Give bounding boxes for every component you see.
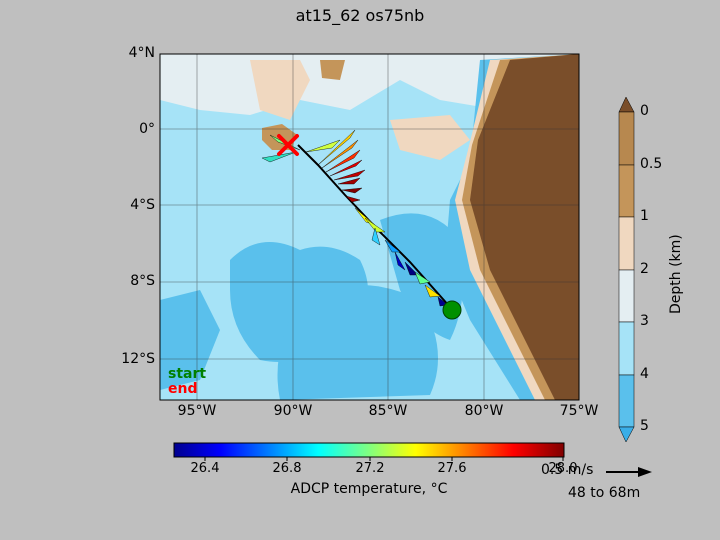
temperature-colorbar xyxy=(173,442,565,458)
ocean-4-5km-patch xyxy=(160,290,220,390)
map-frame xyxy=(159,53,580,401)
end-legend-label: end xyxy=(168,381,198,397)
depth-tick: 1 xyxy=(640,208,649,224)
lon-tick-label: 95°W xyxy=(177,403,217,419)
depth-tick: 0.5 xyxy=(640,156,663,172)
bathymetry-map xyxy=(160,54,579,400)
velocity-arrows xyxy=(261,129,449,307)
depth-colorbar xyxy=(618,96,635,443)
colorbar-tick: 28.0 xyxy=(548,461,578,476)
lon-tick-label: 90°W xyxy=(273,403,313,419)
ocean-4-5km-patch xyxy=(277,285,438,400)
velocity-scale-label: 0.5 m/s xyxy=(541,462,594,478)
colorbar-tick: 26.8 xyxy=(272,461,302,476)
scale-arrow xyxy=(606,467,652,477)
lat-tick-label: 4°N xyxy=(128,45,155,61)
depth-tick: 3 xyxy=(640,313,649,329)
chart-title: at15_62 os75nb xyxy=(295,6,425,25)
end-marker xyxy=(277,134,299,156)
shelf-1-2km xyxy=(250,60,310,120)
depth-range-label: 48 to 68m xyxy=(568,485,641,501)
lon-tick-label: 80°W xyxy=(464,403,504,419)
ship-track xyxy=(297,144,451,308)
land xyxy=(470,54,579,400)
map-grid xyxy=(160,54,579,400)
depth-tick: 0 xyxy=(640,103,649,119)
lat-tick-label: 0° xyxy=(139,121,155,137)
lon-tick-label: 85°W xyxy=(368,403,408,419)
depth-tick: 4 xyxy=(640,366,649,382)
colorbar-tick: 27.2 xyxy=(355,461,385,476)
depth-tick: 2 xyxy=(640,261,649,277)
colorbar-label: ADCP temperature, °C xyxy=(290,481,448,497)
lat-tick-label: 12°S xyxy=(121,351,155,367)
depth-label: Depth (km) xyxy=(668,234,684,314)
depth-tick: 5 xyxy=(640,418,649,434)
colorbar-tick: 27.6 xyxy=(437,461,467,476)
start-legend-label: start xyxy=(168,366,207,382)
lat-tick-label: 8°S xyxy=(130,273,155,289)
colorbar-tick: 26.4 xyxy=(190,461,220,476)
lat-tick-label: 4°S xyxy=(130,197,155,213)
lon-tick-label: 75°W xyxy=(559,403,599,419)
start-marker xyxy=(442,300,462,320)
